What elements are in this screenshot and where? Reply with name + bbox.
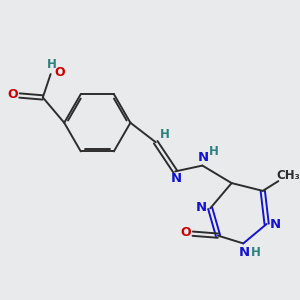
Text: N: N: [239, 246, 250, 259]
Text: H: H: [251, 246, 261, 259]
Text: CH₃: CH₃: [276, 169, 300, 182]
Text: N: N: [171, 172, 182, 185]
Text: O: O: [181, 226, 191, 239]
Text: H: H: [46, 58, 56, 71]
Text: H: H: [160, 128, 170, 141]
Text: O: O: [54, 66, 65, 79]
Text: N: N: [270, 218, 281, 231]
Text: N: N: [196, 201, 207, 214]
Text: O: O: [7, 88, 18, 101]
Text: H: H: [209, 146, 219, 158]
Text: N: N: [198, 151, 209, 164]
